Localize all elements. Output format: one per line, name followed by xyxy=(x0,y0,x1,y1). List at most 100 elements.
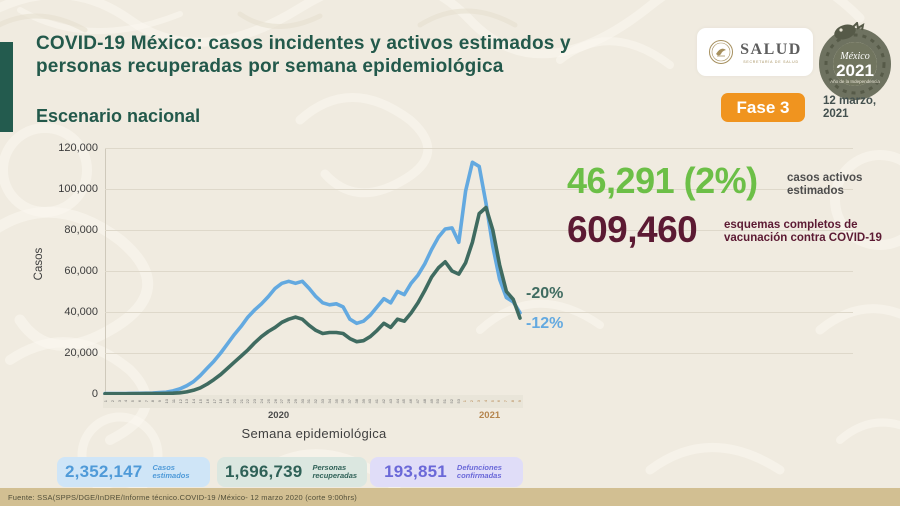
active-cases-label: casos activos estimados xyxy=(787,172,863,197)
week-tick-label: 11 xyxy=(170,399,176,404)
week-tick-label: 24 xyxy=(258,399,264,404)
week-tick-label: 12 xyxy=(177,399,183,404)
week-tick-label: 29 xyxy=(292,399,298,404)
estimated-delta-label: -12% xyxy=(526,315,564,332)
week-tick-label: 5 xyxy=(130,400,136,403)
week-tick-label: 40 xyxy=(367,399,373,404)
gridline xyxy=(105,148,853,149)
vaccination-value: 609,460 xyxy=(567,209,698,250)
week-tick-label: 19 xyxy=(225,399,231,404)
estimated-cases-value: 2,352,147 xyxy=(65,462,143,481)
y-tick-label: 100,000 xyxy=(58,183,98,195)
week-tick-label: 17 xyxy=(211,399,217,404)
x-axis-year-2021: 2021 xyxy=(479,410,501,421)
week-tick-label: 9 xyxy=(157,400,163,403)
week-tick-label: 13 xyxy=(184,399,190,404)
week-tick-label: 23 xyxy=(252,399,258,404)
week-tick-label: 37 xyxy=(347,399,353,404)
week-tick-label: 33 xyxy=(320,399,325,404)
recovered-value: 1,696,739 xyxy=(225,462,303,481)
week-tick-label: 41 xyxy=(374,399,380,404)
deaths-pill: 193,851 Defunciones confirmadas xyxy=(370,457,523,487)
week-tick-label: 8 xyxy=(509,400,515,403)
vaccination-label: esquemas completos de vacunación contra … xyxy=(724,219,882,244)
week-tick-label: 49 xyxy=(428,399,434,404)
x-axis-week-ticks: 1 2 3 4 5 6 7 8 9 10 11 12 13 14 15 16 17 18 19 20 21 22 23 24 2… xyxy=(103,395,523,408)
week-tick-label: 10 xyxy=(164,399,170,404)
y-tick-label: 120,000 xyxy=(58,142,98,154)
week-tick-label: 34 xyxy=(326,399,332,404)
week-tick-label: 4 xyxy=(123,400,129,403)
week-tick-label: 9 xyxy=(516,400,522,403)
week-tick-label: 2 xyxy=(109,400,115,403)
salud-logo: SALUD SECRETARÍA DE SALUD xyxy=(697,28,813,76)
y-tick-label: 40,000 xyxy=(64,306,98,318)
estimated-cases-label: Casos estimados xyxy=(152,462,190,480)
week-tick-label: 7 xyxy=(503,400,509,403)
report-date: 12 marzo, 2021 xyxy=(823,95,877,120)
week-tick-label: 18 xyxy=(218,399,224,404)
week-tick-label: 42 xyxy=(381,399,387,404)
week-tick-label: 31 xyxy=(306,399,312,404)
week-tick-label: 45 xyxy=(401,399,407,404)
week-tick-label: 1 xyxy=(462,400,468,403)
week-tick-label: 35 xyxy=(333,399,339,404)
week-tick-label: 30 xyxy=(299,399,305,404)
recovered-delta-label: -20% xyxy=(526,285,564,302)
gridline xyxy=(105,312,853,313)
recovered-pill: 1,696,739 Personas recuperadas xyxy=(217,457,367,487)
week-tick-label: 28 xyxy=(286,399,292,404)
recovered-label: Personas recuperadas xyxy=(312,462,358,480)
page-title-line1: COVID-19 México: casos incidentes y acti… xyxy=(36,33,571,54)
week-tick-label: 43 xyxy=(387,399,393,404)
week-tick-label: 3 xyxy=(116,400,122,403)
y-tick-label: 20,000 xyxy=(64,347,98,359)
week-tick-label: 32 xyxy=(313,399,319,404)
salud-logo-subtitle: SECRETARÍA DE SALUD xyxy=(743,59,799,64)
y-axis-title: Casos xyxy=(33,247,45,281)
week-tick-label: 21 xyxy=(238,399,244,404)
week-tick-label: 14 xyxy=(191,399,197,404)
week-tick-label: 8 xyxy=(150,400,156,403)
week-tick-label: 27 xyxy=(279,399,285,404)
gridline xyxy=(105,353,853,354)
gridline xyxy=(105,271,853,272)
phase-badge: Fase 3 xyxy=(721,93,805,122)
week-tick-label: 25 xyxy=(265,399,271,404)
salud-seal-icon xyxy=(709,40,734,64)
week-tick-label: 26 xyxy=(272,399,278,404)
deaths-value: 193,851 xyxy=(384,462,447,481)
week-tick-label: 46 xyxy=(408,399,414,404)
week-tick-label: 38 xyxy=(353,399,359,404)
week-tick-label: 2 xyxy=(469,400,475,403)
mexico-logo-year: 2021 xyxy=(836,61,874,80)
week-tick-label: 6 xyxy=(136,400,142,403)
week-tick-label: 4 xyxy=(482,400,488,403)
mexico-2021-logo: México 2021 Año de la Independencia xyxy=(819,22,891,100)
week-tick-label: 5 xyxy=(489,400,495,403)
week-tick-label: 7 xyxy=(143,400,149,403)
page-title: COVID-19 México: casos incidentes y acti… xyxy=(36,32,571,78)
week-tick-label: 6 xyxy=(496,400,502,403)
x-axis-year-2020: 2020 xyxy=(268,410,290,421)
week-tick-label: 36 xyxy=(340,399,346,404)
title-accent-bar xyxy=(0,42,13,132)
active-cases-value: 46,291 (2%) xyxy=(567,160,758,201)
week-tick-label: 22 xyxy=(245,399,251,404)
week-tick-label: 39 xyxy=(360,399,366,404)
source-note: Fuente: SSA(SPPS/DGE/InDRE/Informe técni… xyxy=(8,492,357,502)
week-tick-label: 16 xyxy=(204,399,210,404)
mexico-logo-bottom: Año de la Independencia xyxy=(830,79,880,84)
estimated-cases-pill: 2,352,147 Casos estimados xyxy=(57,457,210,487)
y-tick-label: 80,000 xyxy=(64,224,98,236)
week-tick-label: 51 xyxy=(442,399,448,404)
footer-bar: Fuente: SSA(SPPS/DGE/InDRE/Informe técni… xyxy=(0,488,900,506)
week-tick-label: 47 xyxy=(414,399,420,404)
mexico-logo-top: México xyxy=(839,51,869,62)
week-tick-label: 52 xyxy=(448,399,454,404)
x-axis-title: Semana epidemiológica xyxy=(241,426,387,441)
y-tick-label: 60,000 xyxy=(64,265,98,277)
week-tick-label: 50 xyxy=(435,399,441,404)
week-tick-label: 44 xyxy=(394,399,400,404)
